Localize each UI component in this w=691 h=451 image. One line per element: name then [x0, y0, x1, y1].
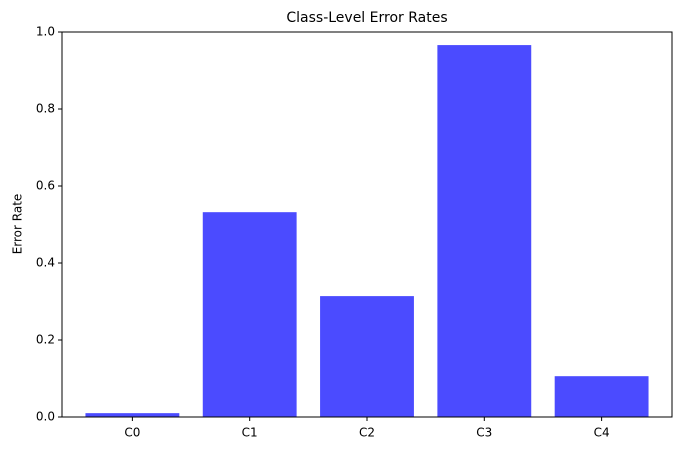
bar [85, 413, 180, 417]
x-tick-label: C4 [594, 426, 610, 440]
y-tick-label: 0.8 [36, 102, 55, 116]
y-tick-label: 1.0 [36, 25, 55, 39]
x-tick-label: C0 [124, 426, 140, 440]
bar [320, 296, 414, 417]
x-tick-label: C3 [476, 426, 492, 440]
chart-title: Class-Level Error Rates [286, 10, 447, 26]
bar [437, 45, 532, 418]
y-axis-label: Error Rate [11, 194, 25, 255]
plot-frame [61, 31, 673, 418]
bar [554, 376, 649, 417]
y-tick-label: 0.2 [36, 333, 55, 347]
y-tick-label: 0.6 [36, 179, 55, 193]
y-tick-label: 0.4 [36, 256, 55, 270]
y-tick-label: 0.0 [36, 410, 55, 424]
x-tick-label: C2 [359, 426, 375, 440]
bar [202, 212, 297, 417]
x-tick-label: C1 [242, 426, 258, 440]
